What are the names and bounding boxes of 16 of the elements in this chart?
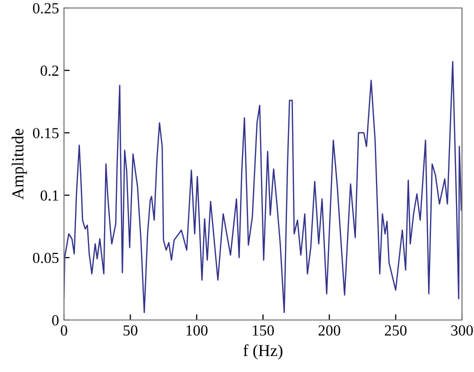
y-tick-label: 0.2	[40, 66, 58, 76]
x-tick-label: 100	[186, 325, 208, 336]
y-tick-label: 0	[52, 315, 59, 326]
x-tick-label: 0	[60, 325, 68, 336]
x-tick-label: 250	[384, 325, 407, 336]
x-tick-label: 300	[451, 325, 473, 336]
x-tick-label: 150	[252, 325, 274, 336]
y-tick-label: 0.25	[32, 3, 59, 14]
y-tick-label: 0.15	[32, 128, 59, 138]
x-tick-label: 50	[124, 325, 138, 336]
line-series	[64, 61, 462, 314]
x-axis-title: f (Hz)	[243, 344, 282, 360]
y-tick-label: 0.05	[32, 252, 59, 264]
y-axis-title: Amplitude	[12, 128, 27, 200]
y-tick-label: 0.1	[40, 190, 58, 201]
x-tick-label: 200	[318, 325, 340, 336]
